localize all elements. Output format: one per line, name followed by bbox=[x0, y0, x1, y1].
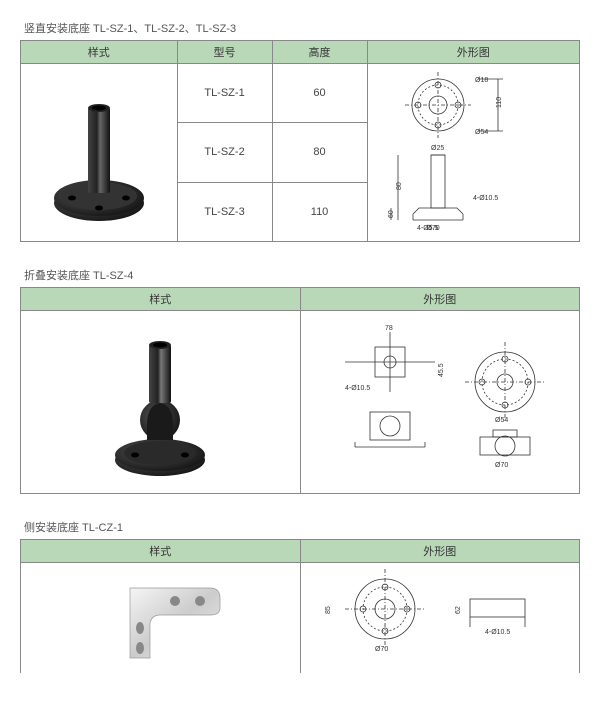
outline-drawing-vertical: Ø18 Ø54 Ø25 110 80 60 4-Ø10.5 4-Ø5.5 Ø70 bbox=[383, 70, 563, 235]
col-outline: 外形图 bbox=[367, 41, 579, 64]
product-image-vertical bbox=[44, 78, 154, 228]
dim-label: 45.5 bbox=[438, 363, 445, 377]
table-row: 78 45.5 4-Ø10.5 Ø54 Ø70 bbox=[21, 311, 580, 494]
dim-label: 4-Ø10.5 bbox=[345, 385, 370, 392]
section-title: 竖直安装底座 TL-SZ-1、TL-SZ-2、TL-SZ-3 bbox=[20, 20, 580, 36]
outline-drawing-fold: 78 45.5 4-Ø10.5 Ø54 Ø70 bbox=[315, 322, 565, 482]
table-row: 85 Ø70 62 4-Ø10.5 bbox=[21, 563, 580, 674]
model-cell: TL-SZ-1 bbox=[177, 64, 272, 123]
col-outline: 外形图 bbox=[300, 288, 580, 311]
dim-label: Ø54 bbox=[475, 129, 488, 136]
table-header-row: 样式 外形图 bbox=[21, 288, 580, 311]
style-image-cell bbox=[21, 563, 301, 674]
section-fold-mount: 折叠安装底座 TL-SZ-4 样式 外形图 bbox=[20, 267, 580, 494]
style-image-cell bbox=[21, 64, 178, 242]
dim-label: 4-Ø10.5 bbox=[473, 195, 498, 202]
dim-label: 85 bbox=[325, 606, 332, 614]
section-title: 折叠安装底座 TL-SZ-4 bbox=[20, 267, 580, 283]
col-height: 高度 bbox=[272, 41, 367, 64]
outline-drawing-side: 85 Ø70 62 4-Ø10.5 bbox=[315, 569, 565, 664]
dim-label: Ø54 bbox=[495, 417, 508, 424]
dim-label: Ø70 bbox=[427, 225, 440, 232]
col-model: 型号 bbox=[177, 41, 272, 64]
section-title: 侧安装底座 TL-CZ-1 bbox=[20, 519, 580, 535]
style-image-cell bbox=[21, 311, 301, 494]
dim-label: Ø25 bbox=[431, 145, 444, 152]
dim-label: 110 bbox=[496, 97, 503, 108]
model-cell: TL-SZ-3 bbox=[177, 182, 272, 241]
col-outline: 外形图 bbox=[300, 540, 580, 563]
outline-drawing-cell: 78 45.5 4-Ø10.5 Ø54 Ø70 bbox=[300, 311, 580, 494]
model-cell: TL-SZ-2 bbox=[177, 123, 272, 182]
dim-label: Ø18 bbox=[475, 77, 488, 84]
table-header-row: 样式 外形图 bbox=[21, 540, 580, 563]
outline-drawing-cell: Ø18 Ø54 Ø25 110 80 60 4-Ø10.5 4-Ø5.5 Ø70 bbox=[367, 64, 579, 242]
dim-label: Ø70 bbox=[495, 462, 508, 469]
height-cell: 60 bbox=[272, 64, 367, 123]
outline-drawing-cell: 85 Ø70 62 4-Ø10.5 bbox=[300, 563, 580, 674]
dim-label: Ø70 bbox=[375, 646, 388, 653]
dim-label: 78 bbox=[385, 325, 393, 332]
product-image-fold bbox=[95, 325, 225, 480]
col-style: 样式 bbox=[21, 540, 301, 563]
col-style: 样式 bbox=[21, 41, 178, 64]
table-fold-mount: 样式 外形图 bbox=[20, 287, 580, 494]
dim-label: 62 bbox=[455, 606, 462, 614]
table-row: TL-SZ-1 60 bbox=[21, 64, 580, 123]
height-cell: 80 bbox=[272, 123, 367, 182]
dim-label: 4-Ø10.5 bbox=[485, 629, 510, 636]
col-style: 样式 bbox=[21, 288, 301, 311]
dim-label: 60 bbox=[388, 210, 395, 218]
product-image-side bbox=[90, 573, 230, 663]
height-cell: 110 bbox=[272, 182, 367, 241]
table-side-mount: 样式 外形图 bbox=[20, 539, 580, 673]
section-side-mount: 侧安装底座 TL-CZ-1 样式 外形图 bbox=[20, 519, 580, 673]
table-vertical-mount: 样式 型号 高度 外形图 bbox=[20, 40, 580, 242]
table-header-row: 样式 型号 高度 外形图 bbox=[21, 41, 580, 64]
dim-label: 80 bbox=[396, 182, 403, 190]
section-vertical-mount: 竖直安装底座 TL-SZ-1、TL-SZ-2、TL-SZ-3 样式 型号 高度 … bbox=[20, 20, 580, 242]
